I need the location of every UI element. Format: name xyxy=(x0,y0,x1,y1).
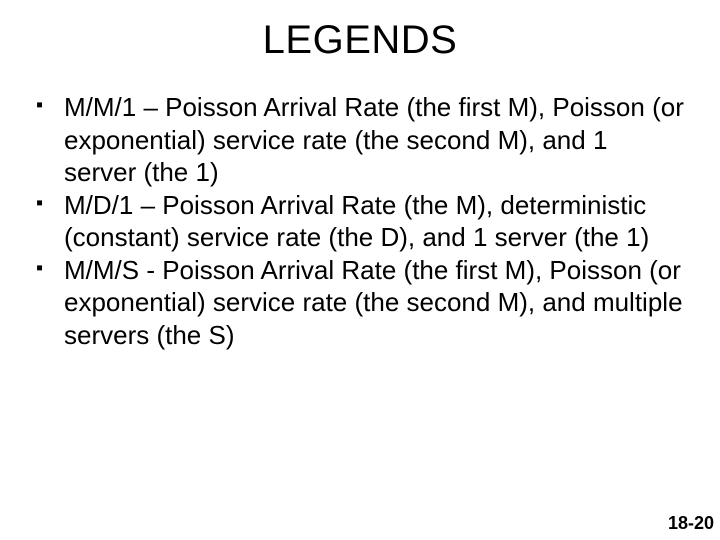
bullet-item: M/M/S - Poisson Arrival Rate (the first … xyxy=(36,254,684,352)
bullet-list: M/M/1 – Poisson Arrival Rate (the first … xyxy=(36,91,684,351)
slide-title: LEGENDS xyxy=(30,18,690,63)
bullet-item: M/D/1 – Poisson Arrival Rate (the M), de… xyxy=(36,189,684,254)
slide: LEGENDS M/M/1 – Poisson Arrival Rate (th… xyxy=(0,0,720,540)
page-number: 18-20 xyxy=(668,513,714,534)
bullet-item: M/M/1 – Poisson Arrival Rate (the first … xyxy=(36,91,684,189)
slide-content: M/M/1 – Poisson Arrival Rate (the first … xyxy=(30,91,690,351)
